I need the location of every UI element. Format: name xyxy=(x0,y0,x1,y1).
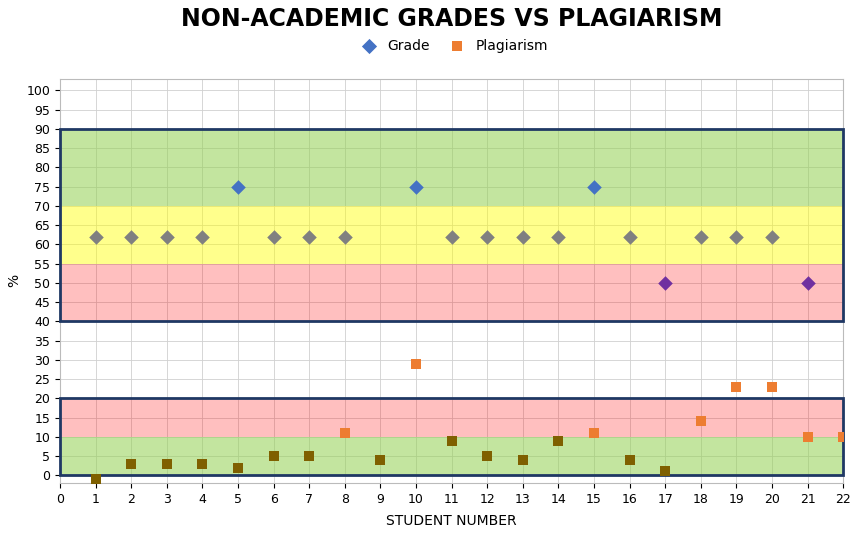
Point xyxy=(765,383,779,391)
Point xyxy=(231,182,245,191)
Point xyxy=(694,417,708,426)
Point xyxy=(480,452,494,460)
Point xyxy=(373,456,387,464)
Bar xyxy=(60,398,843,437)
Point xyxy=(409,360,423,368)
Point xyxy=(552,232,565,241)
Point xyxy=(89,232,103,241)
Point xyxy=(196,232,209,241)
Point xyxy=(658,279,672,287)
Point xyxy=(160,232,174,241)
Point xyxy=(729,232,743,241)
Point xyxy=(409,182,423,191)
Point xyxy=(124,460,138,468)
Bar xyxy=(60,206,843,264)
Point xyxy=(480,232,494,241)
Point xyxy=(124,232,138,241)
Point xyxy=(516,456,529,464)
Point xyxy=(89,475,103,484)
Point xyxy=(587,182,601,191)
Point xyxy=(587,429,601,437)
Point xyxy=(552,437,565,445)
Bar xyxy=(60,129,843,322)
Title: NON-ACADEMIC GRADES VS PLAGIARISM: NON-ACADEMIC GRADES VS PLAGIARISM xyxy=(181,7,722,31)
Point xyxy=(444,437,458,445)
Point xyxy=(196,460,209,468)
Point xyxy=(267,232,281,241)
Point xyxy=(623,456,637,464)
Point xyxy=(267,452,281,460)
Bar xyxy=(60,129,843,206)
Point xyxy=(160,460,174,468)
Point xyxy=(765,232,779,241)
Point xyxy=(444,232,458,241)
Point xyxy=(801,432,814,441)
Point xyxy=(729,383,743,391)
Bar xyxy=(60,398,843,475)
Point xyxy=(302,232,316,241)
Point xyxy=(837,432,850,441)
Legend: Grade, Plagiarism: Grade, Plagiarism xyxy=(350,33,553,58)
Bar xyxy=(60,437,843,475)
Bar xyxy=(60,264,843,322)
Point xyxy=(302,452,316,460)
X-axis label: STUDENT NUMBER: STUDENT NUMBER xyxy=(386,514,517,528)
Point xyxy=(658,467,672,476)
Point xyxy=(801,279,814,287)
Point xyxy=(231,463,245,472)
Point xyxy=(338,429,352,437)
Point xyxy=(694,232,708,241)
Point xyxy=(516,232,529,241)
Point xyxy=(623,232,637,241)
Point xyxy=(338,232,352,241)
Y-axis label: %: % xyxy=(7,274,21,287)
